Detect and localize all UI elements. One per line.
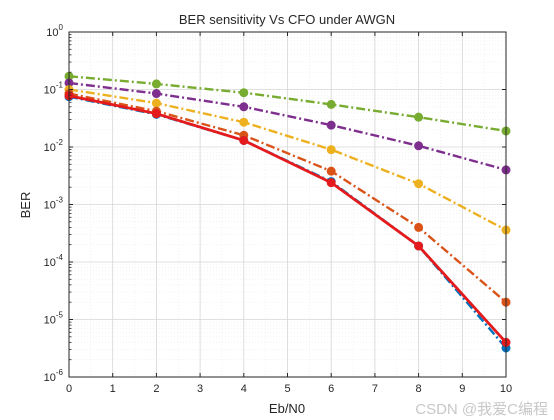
- series-line: [68, 88, 507, 232]
- y-tick-label: 10-1: [44, 81, 64, 97]
- x-tick-label: 7: [372, 383, 378, 395]
- data-point: [326, 178, 336, 188]
- data-point: [326, 166, 336, 176]
- data-point: [414, 222, 424, 232]
- y-tick-label: 10-4: [44, 253, 64, 269]
- series-line: [68, 81, 507, 172]
- data-point: [414, 241, 424, 251]
- data-point: [151, 79, 161, 89]
- series-3: [64, 85, 511, 235]
- y-axis-label: BER: [18, 192, 33, 219]
- x-tick-label: 9: [459, 383, 465, 395]
- data-point: [239, 117, 249, 127]
- data-point: [414, 112, 424, 122]
- y-tick-label: 10-3: [44, 196, 64, 212]
- ticks: 0 1 2 3 4 5 6 7 8 9 10 100 10-1 10-2 10-3 10-4 10-5 10-6: [44, 23, 513, 395]
- data-point: [151, 98, 161, 108]
- data-point: [151, 109, 161, 119]
- data-point: [326, 145, 336, 155]
- data-point: [414, 179, 424, 189]
- data-point: [326, 99, 336, 109]
- watermark: CSDN @我爱C编程: [415, 401, 548, 418]
- y-tick-label: 10-5: [44, 311, 64, 327]
- x-axis-label: Eb/N0: [269, 401, 305, 416]
- x-tick-label: 3: [197, 383, 203, 395]
- x-tick-label: 6: [328, 383, 334, 395]
- data-point: [239, 88, 249, 98]
- x-tick-label: 4: [241, 383, 247, 395]
- y-tick-label: 100: [46, 23, 63, 39]
- y-tick-label: 10-6: [44, 368, 64, 384]
- data-point: [239, 102, 249, 112]
- data-point: [414, 141, 424, 151]
- series-2: [64, 78, 511, 175]
- series-line: [68, 94, 508, 344]
- x-tick-label: 2: [153, 383, 159, 395]
- data-point: [326, 120, 336, 130]
- x-tick-label: 8: [416, 383, 422, 395]
- chart-title: BER sensitivity Vs CFO under AWGN: [179, 12, 395, 27]
- x-tick-label: 10: [500, 383, 512, 395]
- series-line: [68, 75, 507, 133]
- x-tick-label: 5: [284, 383, 290, 395]
- x-tick-label: 1: [110, 383, 116, 395]
- data-point: [239, 135, 249, 145]
- x-tick-label: 0: [66, 383, 72, 395]
- data-point: [151, 89, 161, 99]
- y-tick-label: 10-2: [44, 138, 64, 154]
- series-line: [68, 92, 507, 304]
